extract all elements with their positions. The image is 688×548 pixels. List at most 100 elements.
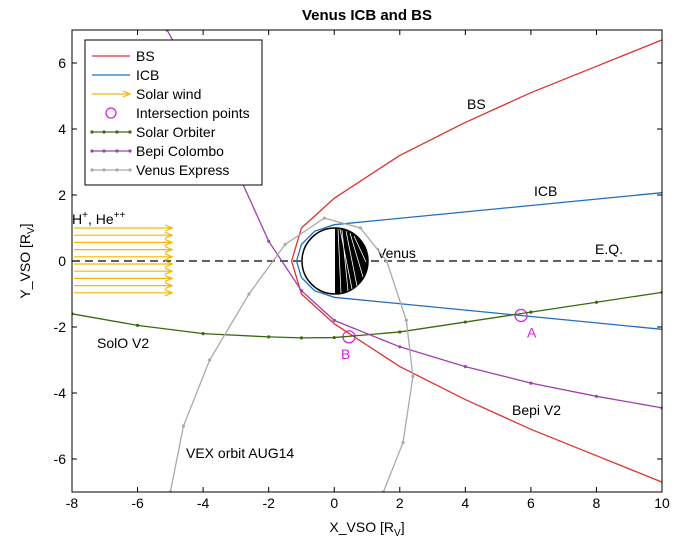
y-tick-label: 4 xyxy=(58,121,66,137)
plot-frame xyxy=(71,29,663,493)
annotation: Bepi V2 xyxy=(512,402,561,418)
ion-sup: + xyxy=(82,210,88,221)
series-dot xyxy=(332,335,336,340)
y-label-part: ] xyxy=(17,223,33,227)
x-tick-label: -4 xyxy=(197,495,210,511)
ion-label: H+, He++ xyxy=(72,210,125,227)
annotation: ICB xyxy=(534,183,557,199)
y-tick-label: -4 xyxy=(54,385,67,401)
y-tick-label: 6 xyxy=(58,55,66,71)
legend-label: Bepi Colombo xyxy=(136,143,224,159)
legend-box xyxy=(84,39,263,186)
series-line xyxy=(290,39,662,483)
x-tick-label: -6 xyxy=(131,495,144,511)
legend-dot xyxy=(102,130,106,134)
arrow-head xyxy=(164,238,174,246)
x-label-part: X_VSO [R xyxy=(329,519,394,535)
arrow-head xyxy=(122,90,132,98)
intersection-point xyxy=(514,308,528,323)
venus-planet xyxy=(301,227,369,295)
arrow-head xyxy=(164,274,174,282)
series-dot xyxy=(594,394,599,398)
series-dot xyxy=(283,242,287,247)
x-label-part: ] xyxy=(401,519,405,535)
series-dot xyxy=(463,365,467,369)
series-dot xyxy=(398,345,402,349)
x-tick-label: -2 xyxy=(262,495,275,511)
legend-dot xyxy=(90,130,94,134)
ion-part: H xyxy=(72,211,82,227)
point-label: B xyxy=(341,346,350,362)
arrow-head xyxy=(164,224,174,232)
series-dot xyxy=(322,216,326,220)
x-tick-label: -8 xyxy=(66,495,79,511)
arrow-head xyxy=(164,253,174,261)
arrow-head xyxy=(164,260,174,268)
arrow-head xyxy=(164,289,174,297)
series-dot xyxy=(267,239,271,243)
series-dot xyxy=(529,310,533,314)
series-line xyxy=(169,217,414,492)
series-dot xyxy=(332,318,336,322)
x-axis-label: X_VSO [RV] xyxy=(329,519,404,539)
series-dot xyxy=(594,300,599,304)
legend-label: Intersection points xyxy=(136,105,250,121)
annotation: BS xyxy=(467,96,486,112)
legend-label: BS xyxy=(136,48,155,64)
legend: BS ICB Solar wind Intersection points Solar … xyxy=(84,39,263,186)
arrow-head xyxy=(164,267,174,275)
series-line xyxy=(295,192,662,330)
y-tick-label: -2 xyxy=(54,319,67,335)
y-tick-label: 0 xyxy=(58,253,66,269)
y-axis-label: Y_VSO [RV] xyxy=(17,223,37,298)
legend-dot xyxy=(102,168,106,172)
annotation: E.Q. xyxy=(595,241,623,257)
y-tick-label: -6 xyxy=(54,451,67,467)
x-label-sub: V xyxy=(394,528,401,539)
y-label-sub: V xyxy=(26,227,37,234)
legend-label: Venus Express xyxy=(136,162,229,178)
series-dot xyxy=(404,318,408,322)
legend-dot xyxy=(115,168,119,172)
y-tick-label: 2 xyxy=(58,187,66,203)
legend-dot xyxy=(115,149,119,153)
planet-stripes xyxy=(337,228,367,294)
series-dot xyxy=(463,320,467,324)
legend-label: Solar Orbiter xyxy=(136,124,216,140)
x-tick-label: 0 xyxy=(330,495,338,511)
annotation: Venus xyxy=(377,245,416,261)
legend-swatch xyxy=(105,107,117,119)
series-dot xyxy=(201,332,205,336)
series-dot xyxy=(299,336,304,340)
legend-dot xyxy=(128,149,132,153)
legend-dot xyxy=(90,168,94,172)
x-tick-label: 4 xyxy=(461,495,469,511)
ion-part: , He xyxy=(88,211,114,227)
y-label-part: Y_VSO [R xyxy=(17,234,33,299)
legend-dot xyxy=(90,149,94,153)
ion-sup: ++ xyxy=(114,210,126,221)
point-label: A xyxy=(527,324,537,340)
series-dot xyxy=(267,335,271,339)
legend-label: ICB xyxy=(136,67,159,83)
series-dot xyxy=(135,323,140,327)
chart-title: Venus ICB and BS xyxy=(302,7,432,24)
legend-dot xyxy=(128,130,132,134)
x-tick-label: 6 xyxy=(527,495,535,511)
arrow-head xyxy=(164,246,174,254)
series-dot xyxy=(247,292,251,296)
legend-dot xyxy=(115,130,119,134)
series-dot xyxy=(358,226,363,230)
annotation: SolO V2 xyxy=(97,335,149,351)
arrow-head xyxy=(164,231,174,239)
x-tick-label: 2 xyxy=(396,495,404,511)
series-dot xyxy=(398,330,402,334)
annotation: VEX orbit AUG14 xyxy=(186,445,294,461)
series-dot xyxy=(411,374,415,379)
series-dot xyxy=(181,424,186,428)
legend-dot xyxy=(102,149,106,153)
x-tick-label: 8 xyxy=(593,495,601,511)
series-dot xyxy=(401,440,405,445)
series-dot xyxy=(208,358,212,362)
